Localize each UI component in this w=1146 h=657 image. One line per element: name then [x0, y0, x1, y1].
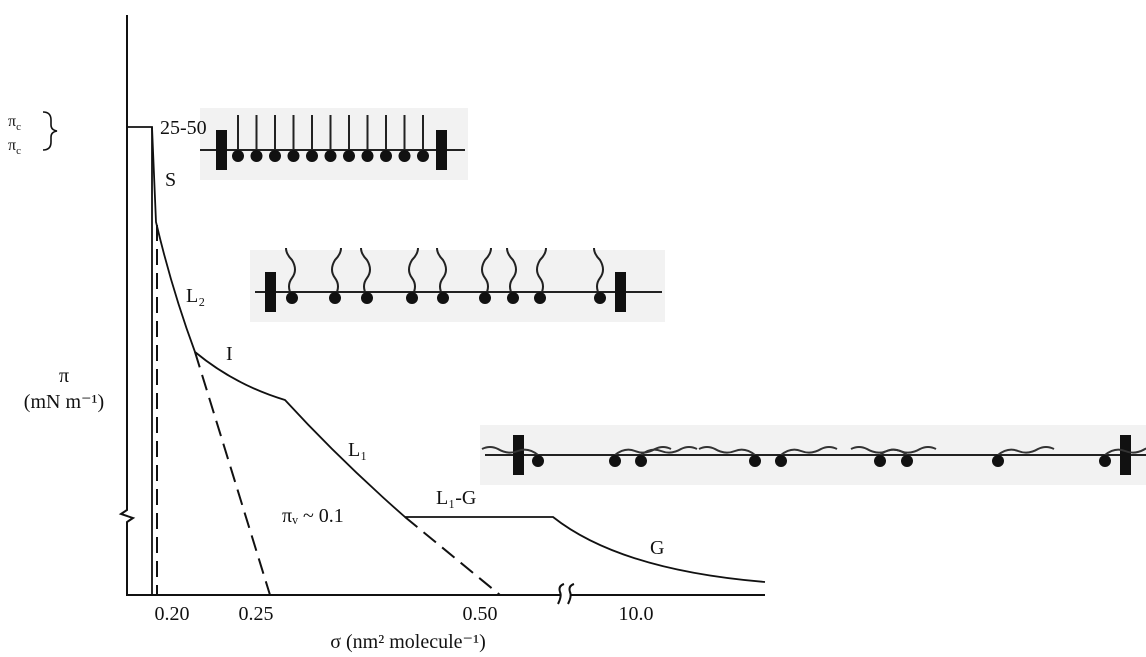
axis-break	[557, 583, 575, 605]
head	[479, 292, 491, 304]
x-tick-label: 0.50	[463, 603, 498, 625]
region-label: L₂	[186, 285, 205, 307]
tail	[285, 247, 296, 297]
x-tick-label: 10.0	[619, 603, 654, 625]
head	[250, 150, 263, 162]
x-tick-label: 0.20	[155, 603, 190, 625]
tail	[593, 247, 604, 297]
subscript: c	[16, 121, 21, 133]
isotherm-curve	[151, 126, 766, 583]
head	[380, 150, 392, 162]
head	[417, 150, 429, 162]
tail	[436, 247, 447, 297]
head	[398, 150, 411, 162]
liquid-condensed-monolayer	[250, 247, 665, 322]
tail	[850, 446, 908, 456]
head	[609, 455, 621, 467]
head	[406, 292, 418, 304]
critical-symbol: πc	[8, 137, 21, 157]
barrier	[513, 435, 524, 475]
head	[749, 455, 761, 467]
tail	[408, 247, 419, 297]
head	[507, 292, 519, 304]
head	[992, 455, 1004, 467]
head	[232, 150, 244, 162]
symbol: π	[8, 113, 16, 130]
y-axis-unit: (mN m⁻¹)	[24, 391, 104, 413]
extrapolations	[156, 225, 501, 596]
tail	[481, 247, 492, 297]
tail	[1104, 447, 1146, 456]
schematic-bg	[250, 250, 665, 322]
tail	[481, 446, 539, 456]
head	[306, 150, 318, 162]
head	[635, 455, 647, 467]
barrier	[436, 130, 447, 170]
y-axis-symbol: π	[59, 365, 69, 387]
subscript: c	[16, 145, 21, 157]
solid-phase-line	[127, 126, 153, 595]
tail	[698, 446, 756, 456]
head	[534, 292, 546, 304]
region-label: I	[226, 343, 233, 365]
head	[901, 455, 913, 467]
critical-symbol: πc	[8, 113, 21, 133]
head	[437, 292, 449, 304]
barrier	[265, 272, 276, 312]
isotherm	[127, 126, 766, 595]
head	[329, 292, 341, 304]
head	[874, 455, 886, 467]
axes	[118, 15, 765, 605]
schematic-bg	[200, 108, 468, 180]
gaseous-monolayer	[480, 425, 1146, 485]
head	[594, 292, 606, 304]
head	[287, 150, 300, 162]
tail	[780, 446, 838, 456]
dashed-line	[194, 351, 271, 596]
solid-monolayer	[200, 108, 468, 180]
symbol: π	[8, 137, 16, 154]
barrier	[615, 272, 626, 312]
x-axis-label: σ (nm² molecule⁻¹)	[330, 631, 486, 653]
tail	[506, 247, 517, 297]
tail	[640, 446, 698, 456]
tail	[360, 247, 371, 297]
head	[343, 150, 355, 162]
region-label: L₁	[348, 439, 367, 461]
y-axis	[118, 15, 560, 596]
tail	[997, 446, 1055, 456]
head	[532, 455, 544, 467]
tail	[536, 247, 547, 297]
dashed-line	[404, 516, 501, 596]
critical-value: 25-50	[160, 117, 207, 139]
annotation: πᵥ ~ 0.1	[282, 505, 344, 527]
tail	[331, 247, 342, 297]
head	[775, 455, 787, 467]
head	[286, 292, 298, 304]
region-label: G	[650, 537, 664, 559]
head	[324, 150, 337, 162]
head	[1099, 455, 1111, 467]
head	[361, 150, 374, 162]
head	[361, 292, 373, 304]
x-tick-label: 0.25	[239, 603, 274, 625]
region-label: S	[165, 169, 176, 191]
region-label: L₁-G	[436, 487, 476, 509]
barrier	[216, 130, 227, 170]
brace	[42, 111, 58, 151]
barrier	[1120, 435, 1131, 475]
head	[269, 150, 281, 162]
